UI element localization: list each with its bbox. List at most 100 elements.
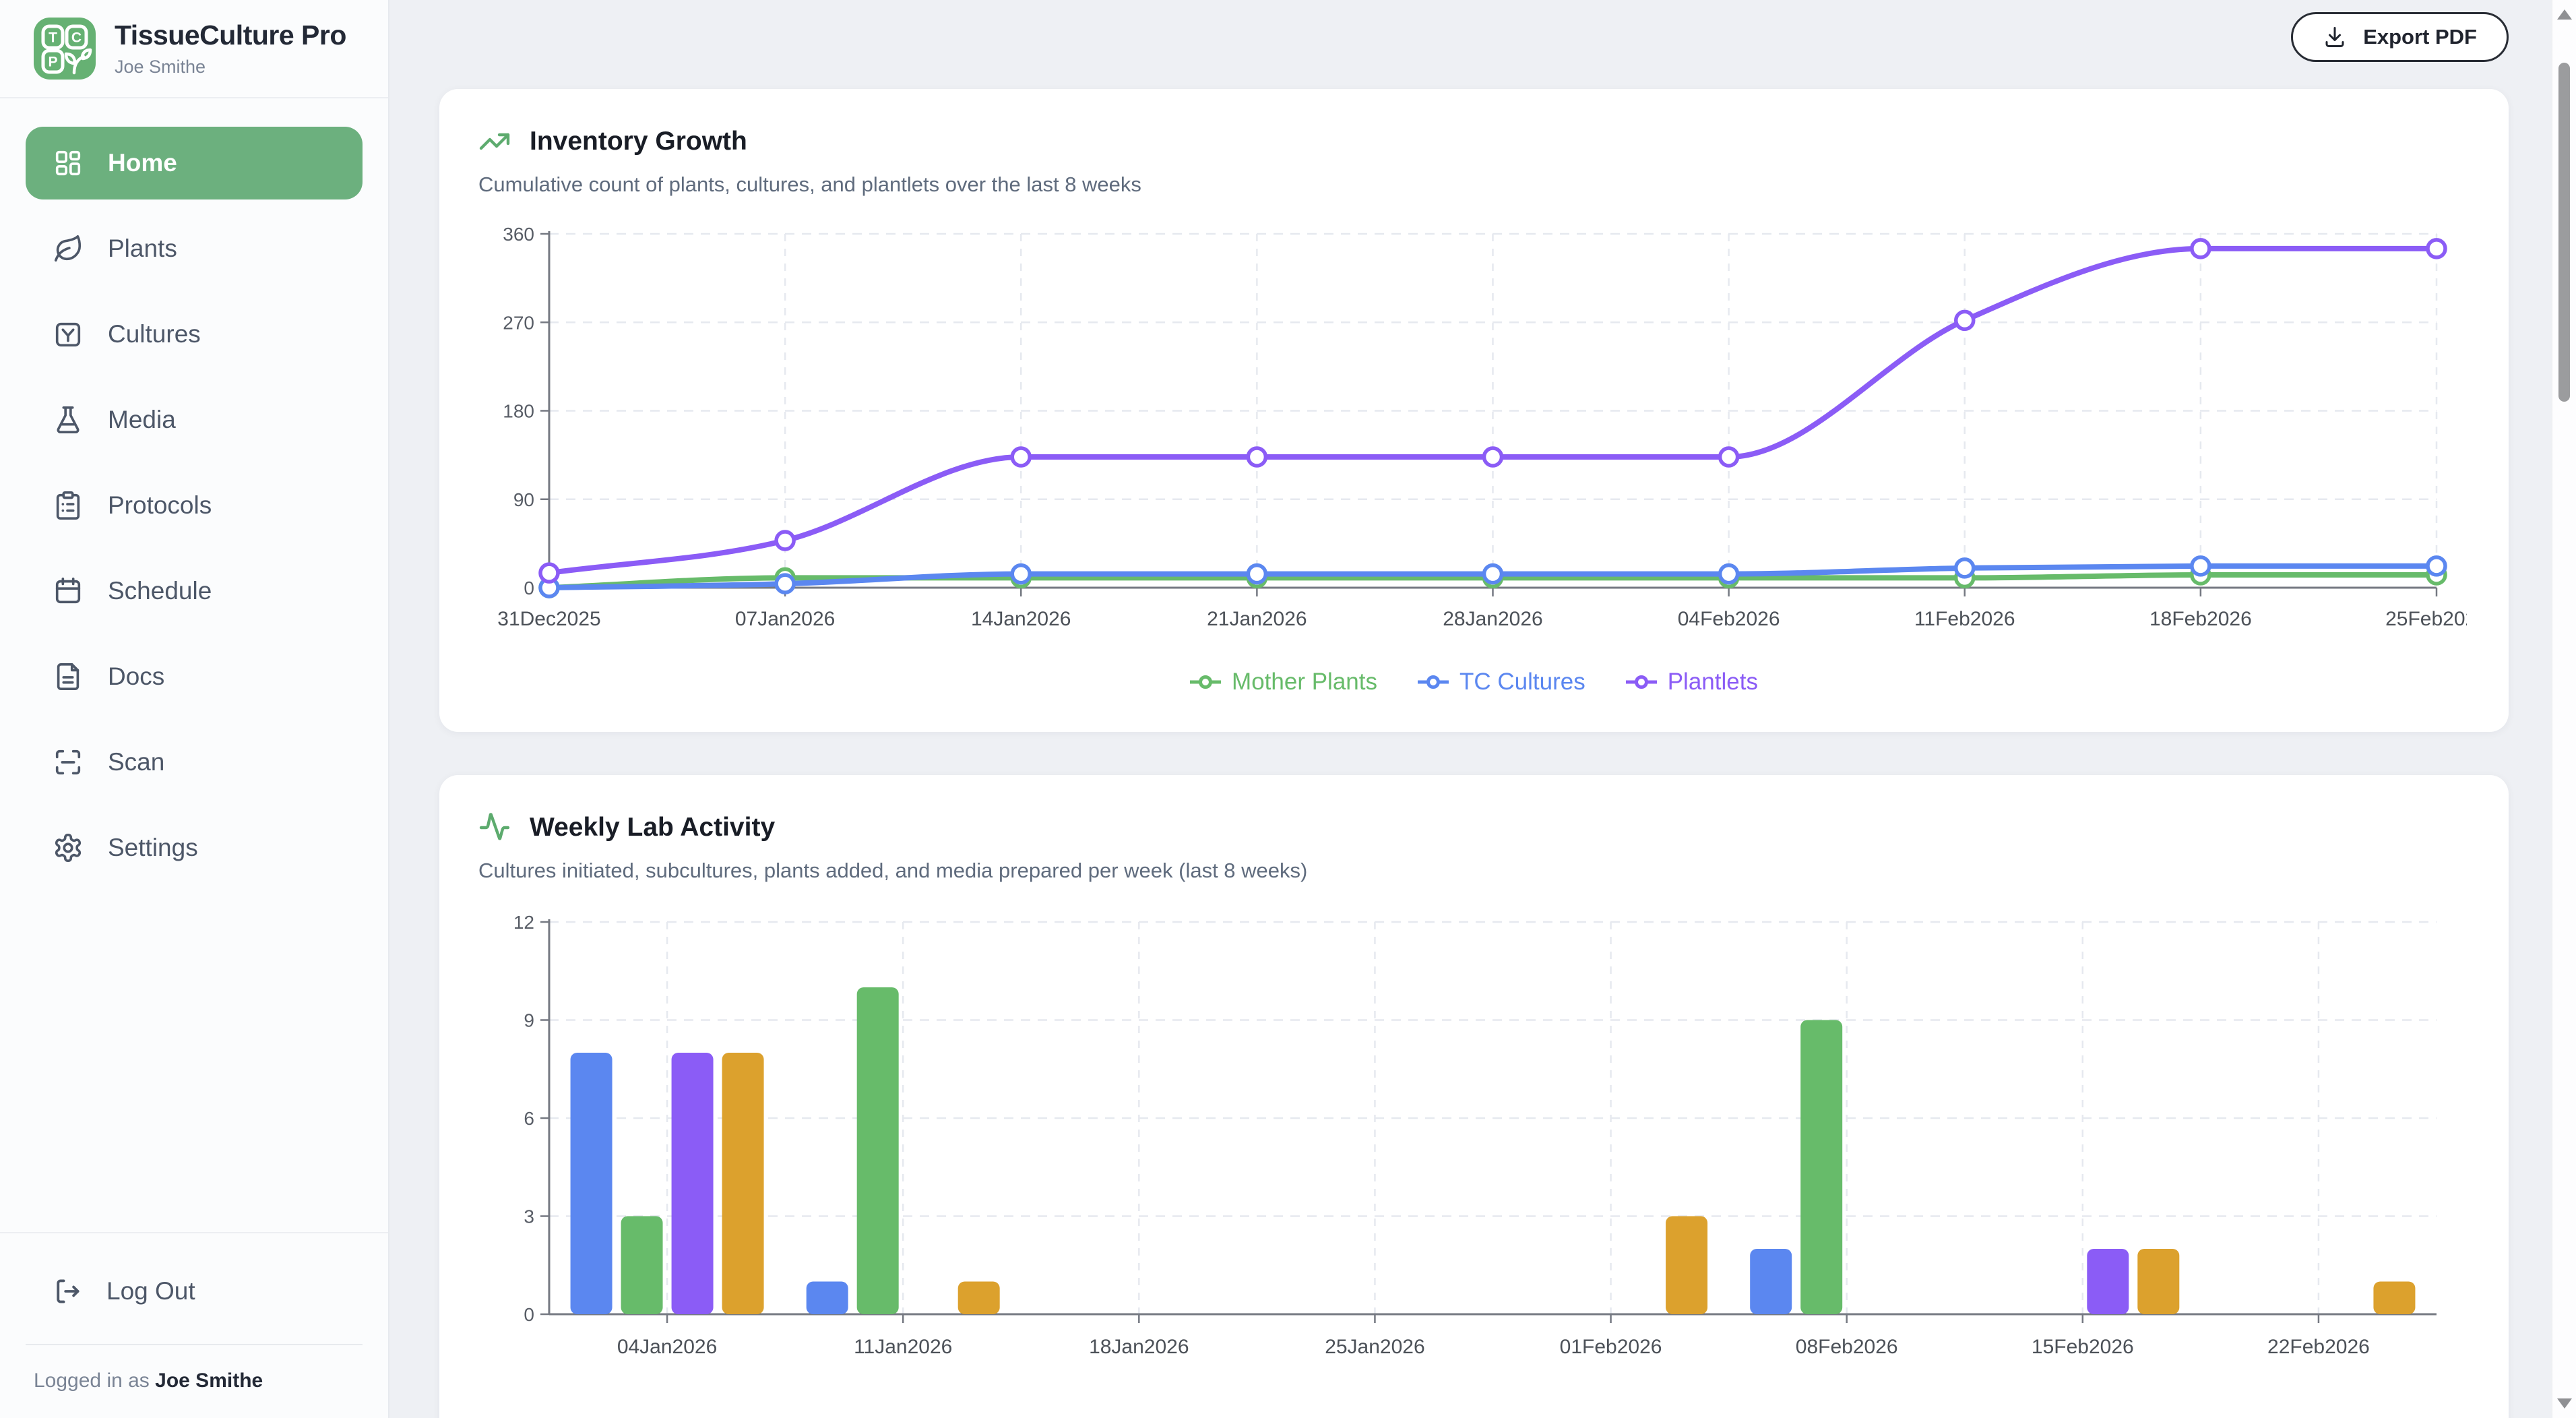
brand-text: TissueCulture Pro Joe Smithe [115, 20, 346, 78]
sidebar-item-scan[interactable]: Scan [26, 726, 363, 799]
sidebar-item-label: Plants [108, 235, 177, 262]
svg-text:C: C [71, 30, 82, 46]
leaf-icon [53, 233, 84, 264]
svg-text:07Jan2026: 07Jan2026 [735, 608, 835, 630]
scan-icon [53, 747, 84, 778]
sidebar-item-label: Protocols [108, 491, 212, 519]
legend-marker-icon [1190, 675, 1222, 689]
svg-text:3: 3 [524, 1206, 534, 1227]
sidebar-item-label: Cultures [108, 320, 201, 348]
app-brand: T C P TissueCulture Pro Joe Smithe [0, 0, 388, 98]
svg-text:180: 180 [503, 401, 534, 422]
card-title: Inventory Growth [530, 127, 747, 156]
scrollbar-up-arrow-icon[interactable] [2557, 9, 2572, 20]
download-icon [2325, 27, 2344, 47]
scrollbar-thumb[interactable] [2558, 63, 2570, 402]
sidebar-item-home[interactable]: Home [26, 127, 363, 199]
sidebar-item-label: Media [108, 406, 176, 433]
scrollbar-down-arrow-icon[interactable] [2557, 1398, 2572, 1409]
gear-icon [53, 832, 84, 863]
svg-text:28Jan2026: 28Jan2026 [1443, 608, 1542, 630]
sidebar-item-label: Schedule [108, 577, 212, 605]
legend-item-tc-cultures[interactable]: TC Cultures [1417, 669, 1585, 696]
vertical-scrollbar[interactable] [2552, 0, 2576, 1418]
sidebar-item-protocols[interactable]: Protocols [26, 469, 363, 542]
activity-icon [478, 811, 511, 844]
logged-in-note: Logged in as Joe Smithe [26, 1344, 363, 1392]
svg-text:14Jan2026: 14Jan2026 [971, 608, 1071, 630]
bar-chart: 0 3 6 9 12 04Jan2026 11Jan2026 18Jan2026 25Jan20… [478, 903, 2470, 1378]
sidebar: T C P TissueCulture Pro Joe Smithe Home P… [0, 0, 389, 1418]
logout-icon [53, 1276, 82, 1306]
app-title: TissueCulture Pro [115, 20, 346, 51]
svg-text:01Feb2026: 01Feb2026 [1560, 1336, 1662, 1358]
svg-text:0: 0 [524, 578, 534, 598]
svg-text:P: P [48, 55, 57, 70]
export-pdf-button[interactable]: Export PDF [2291, 12, 2509, 62]
svg-text:22Feb2026: 22Feb2026 [2267, 1336, 2370, 1358]
svg-text:T: T [49, 30, 57, 46]
sidebar-item-media[interactable]: Media [26, 383, 363, 456]
weekly-lab-activity-card: Weekly Lab Activity Cultures initiated, … [439, 775, 2509, 1418]
sidebar-item-cultures[interactable]: Cultures [26, 298, 363, 371]
svg-text:08Feb2026: 08Feb2026 [1796, 1336, 1898, 1358]
svg-text:11Jan2026: 11Jan2026 [854, 1336, 952, 1358]
svg-text:12: 12 [513, 912, 534, 933]
trending-up-icon [478, 125, 511, 158]
calendar-icon [53, 576, 84, 607]
sidebar-item-settings[interactable]: Settings [26, 811, 363, 884]
culture-jar-icon [53, 319, 84, 350]
logout-button[interactable]: Log Out [26, 1256, 363, 1326]
card-subtitle: Cumulative count of plants, cultures, an… [478, 173, 1141, 196]
sidebar-item-plants[interactable]: Plants [26, 212, 363, 285]
document-icon [53, 661, 84, 692]
card-title-row: Inventory Growth [478, 125, 2470, 158]
svg-text:25Jan2026: 25Jan2026 [1325, 1336, 1424, 1358]
export-pdf-label: Export PDF [2363, 25, 2477, 49]
logged-in-prefix: Logged in as [34, 1369, 156, 1392]
logged-in-user: Joe Smithe [155, 1369, 263, 1392]
line-chart: 0 90 180 270 360 31Dec2025 07Jan2026 14Jan2026 2… [478, 217, 2488, 662]
legend-item-plantlets[interactable]: Plantlets [1625, 669, 1758, 696]
svg-text:270: 270 [503, 312, 534, 333]
svg-text:15Feb2026: 15Feb2026 [2032, 1336, 2134, 1358]
chart-legend: Mother Plants TC Cultures Plantlets [478, 669, 2470, 696]
svg-text:18Jan2026: 18Jan2026 [1089, 1336, 1189, 1358]
svg-text:04Jan2026: 04Jan2026 [617, 1336, 717, 1358]
sidebar-nav: Home Plants Cultures Media Protocols Schedule… [0, 98, 388, 1232]
flask-icon [53, 404, 84, 435]
legend-label: Mother Plants [1232, 669, 1377, 695]
cards-container: Inventory Growth Cumulative count of pla… [439, 89, 2509, 1418]
sidebar-item-label: Scan [108, 748, 165, 776]
sidebar-footer: Log Out Logged in as Joe Smithe [0, 1232, 388, 1418]
svg-text:0: 0 [524, 1304, 534, 1325]
clipboard-icon [53, 490, 84, 521]
svg-text:6: 6 [524, 1108, 534, 1129]
svg-text:31Dec2025: 31Dec2025 [497, 608, 600, 630]
sidebar-item-label: Home [108, 149, 177, 177]
dashboard-icon [53, 148, 84, 179]
card-title-row: Weekly Lab Activity [478, 811, 2470, 844]
legend-item-mother-plants[interactable]: Mother Plants [1190, 669, 1377, 696]
card-title: Weekly Lab Activity [530, 813, 776, 842]
svg-text:90: 90 [513, 489, 534, 510]
sidebar-item-docs[interactable]: Docs [26, 640, 363, 713]
sidebar-item-label: Docs [108, 662, 165, 690]
svg-text:18Feb2026: 18Feb2026 [2149, 608, 2252, 630]
svg-text:04Feb2026: 04Feb2026 [1678, 608, 1780, 630]
svg-text:21Jan2026: 21Jan2026 [1207, 608, 1307, 630]
legend-marker-icon [1625, 675, 1657, 689]
app-logo-icon: T C P [34, 18, 96, 80]
sidebar-item-label: Settings [108, 834, 198, 861]
svg-text:11Feb2026: 11Feb2026 [1914, 608, 2015, 630]
legend-marker-icon [1417, 675, 1449, 689]
svg-text:360: 360 [503, 224, 534, 245]
sidebar-item-schedule[interactable]: Schedule [26, 555, 363, 627]
legend-label: TC Cultures [1459, 669, 1585, 695]
topbar: Export PDF [439, 12, 2509, 62]
brand-user-name: Joe Smithe [115, 57, 206, 77]
logout-label: Log Out [106, 1277, 195, 1305]
svg-text:9: 9 [524, 1010, 534, 1031]
svg-text:25Feb2026: 25Feb2026 [2385, 608, 2467, 630]
card-subtitle: Cultures initiated, subcultures, plants … [478, 859, 1308, 882]
